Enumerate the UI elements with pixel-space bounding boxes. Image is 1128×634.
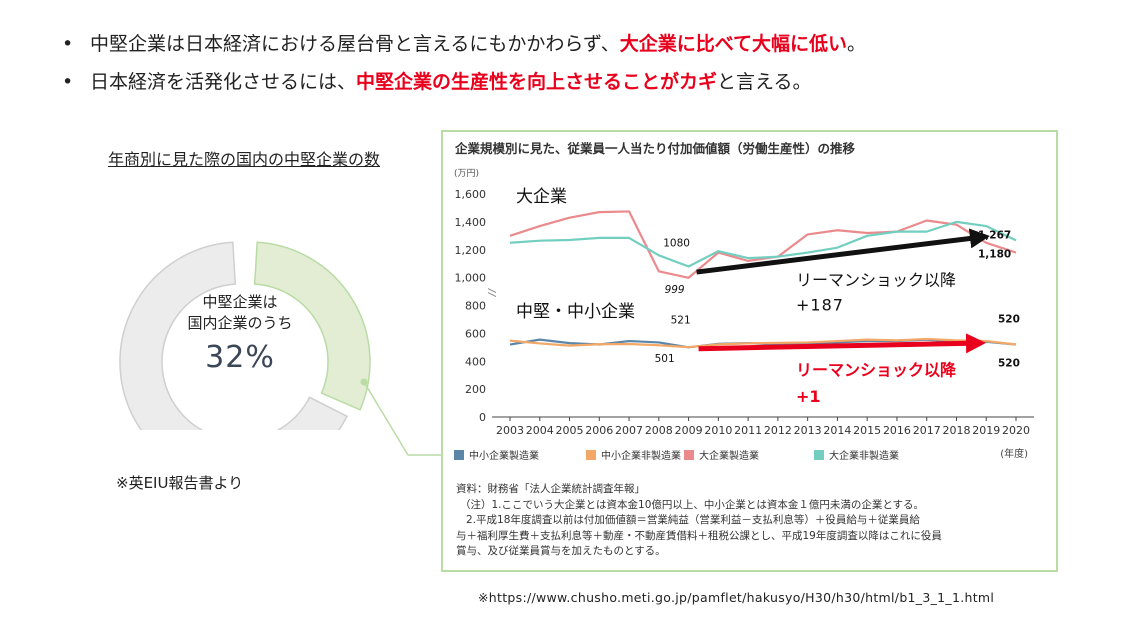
- data-label: 1,267: [978, 229, 1011, 241]
- note-line: 2.平成18年度調査以前は付加価値額＝営業純益（営業利益－支払利息等）＋役員給与…: [466, 514, 920, 526]
- x-tick-label: 2011: [734, 424, 762, 437]
- trend-arrow-large: [696, 228, 990, 275]
- donut-source: ※英EIU報告書より: [116, 474, 244, 492]
- x-tick-label: 2014: [823, 424, 851, 437]
- donut-title: 年商別に見た際の国内の中堅企業の数: [108, 150, 381, 169]
- annotation-label: リーマンショック以降: [796, 271, 956, 290]
- bullet-list: • 中堅企業は日本経済における屋台骨と言えるにもかかわらず、大企業に比べて大幅に…: [62, 32, 1102, 108]
- donut-percent: 32%: [205, 340, 275, 375]
- bullet-item: • 日本経済を活発化させるには、中堅企業の生産性を向上させることがカギと言える。: [62, 70, 1102, 94]
- x-tick-label: 2020: [1002, 424, 1030, 437]
- annotation-value: +1: [796, 387, 821, 406]
- note-line: 与＋福利厚生費＋支払利息等＋動産・不動産賃借料＋租税公課とし、平成19年度調査以…: [456, 529, 942, 542]
- y-tick-label: 1,600: [455, 188, 487, 201]
- bullet-highlight: 大企業に比べて大幅に低い: [619, 33, 847, 55]
- y-tick-label: 200: [465, 383, 486, 396]
- data-label: 520: [998, 358, 1020, 370]
- x-unit-label: (年度): [1000, 447, 1028, 460]
- donut-center-line2: 国内企業のうち: [187, 314, 293, 332]
- legend-label: 中小企業製造業: [469, 449, 539, 462]
- x-tick-label: 2004: [526, 424, 554, 437]
- bullet-text: 日本経済を活発化させるには、: [90, 71, 357, 93]
- x-tick-label: 2003: [496, 424, 524, 437]
- chart-title: 企業規模別に見た、従業員一人当たり付加価値額（労働生産性）の推移: [455, 141, 856, 156]
- chart-panel: [441, 130, 1058, 572]
- legend-swatch: [586, 450, 596, 460]
- x-tick-label: 2018: [942, 424, 970, 437]
- legend-label: 大企業非製造業: [829, 449, 899, 462]
- series-line: [509, 210, 1017, 279]
- x-tick-label: 2019: [972, 424, 1000, 437]
- legend-swatch: [684, 450, 694, 460]
- data-label: 520: [998, 314, 1020, 326]
- x-tick-label: 2017: [913, 424, 941, 437]
- x-tick-label: 2005: [556, 424, 584, 437]
- donut-center-label: 中堅企業は 国内企業のうち: [170, 292, 310, 334]
- axis-break: [487, 288, 497, 294]
- note-line: 資料：財務省「法人企業統計調査年報」: [456, 483, 645, 495]
- data-label: 1,180: [978, 249, 1011, 261]
- annotation-label: リーマンショック以降: [796, 361, 957, 380]
- bullet-dot: •: [62, 71, 74, 93]
- bullet-tail: と言える。: [717, 71, 812, 93]
- x-tick-label: 2009: [675, 424, 703, 437]
- bullet-tail: 。: [846, 33, 866, 55]
- y-tick-label: 800: [465, 300, 486, 313]
- x-tick-label: 2007: [615, 424, 643, 437]
- series-line: [509, 337, 1017, 349]
- data-label: 999: [665, 284, 685, 296]
- bullet-item: • 中堅企業は日本経済における屋台骨と言えるにもかかわらず、大企業に比べて大幅に…: [62, 32, 1102, 56]
- legend-label: 中小企業非製造業: [601, 449, 681, 462]
- data-label: 521: [671, 314, 691, 326]
- y-tick-label: 1,200: [455, 244, 487, 257]
- axis-break: [487, 292, 497, 298]
- y-unit-label: (万円): [454, 168, 479, 179]
- annotation-value: +187: [796, 296, 844, 315]
- donut-center-line1: 中堅企業は: [202, 293, 278, 311]
- series-line: [509, 220, 1017, 268]
- bullet-text: 中堅企業は日本経済における屋台骨と言えるにもかかわらず、: [90, 33, 620, 55]
- trend-arrow-small: [698, 333, 986, 354]
- y-tick-label: 600: [465, 327, 486, 340]
- y-tick-label: 0: [479, 411, 486, 424]
- x-tick-label: 2013: [794, 424, 822, 437]
- y-tick-label: 1,000: [455, 272, 487, 285]
- source-url: ※https://www.chusho.meti.go.jp/pamflet/h…: [478, 590, 995, 605]
- legend-swatch: [814, 450, 824, 460]
- data-label: 501: [655, 353, 675, 365]
- x-tick-label: 2006: [585, 424, 613, 437]
- x-tick-label: 2016: [883, 424, 911, 437]
- x-tick-label: 2012: [764, 424, 792, 437]
- data-label: 1080: [663, 237, 690, 249]
- group-label-small: 中堅・中小企業: [516, 302, 635, 322]
- group-label-large: 大企業: [516, 187, 567, 207]
- legend-label: 大企業製造業: [699, 449, 759, 462]
- donut-rest-segment: [119, 241, 349, 430]
- bullet-dot: •: [62, 33, 74, 55]
- bullet-highlight: 中堅企業の生産性を向上させることがカギ: [356, 71, 718, 93]
- donut-highlight-segment: [253, 241, 371, 411]
- y-tick-label: 1,400: [455, 216, 487, 229]
- note-line: （注）1.ここでいう大企業とは資本金10億円以上、中小企業とは資本金１億円未満の…: [460, 498, 925, 511]
- productivity-line-chart: (万円) 1,600 1,400 1,200 1,000 800 600 400 200 0 200…: [454, 168, 1034, 462]
- y-tick-label: 400: [465, 355, 486, 368]
- donut-chart: [119, 241, 371, 430]
- x-tick-label: 2010: [704, 424, 732, 437]
- x-tick-label: 2015: [853, 424, 881, 437]
- chart-notes: 資料：財務省「法人企業統計調査年報」 （注）1.ここでいう大企業とは資本金10億…: [456, 482, 1046, 560]
- note-line: 賞与、及び従業員賞与を加えたものとする。: [456, 545, 666, 557]
- legend-swatch: [454, 450, 464, 460]
- x-tick-label: 2008: [645, 424, 673, 437]
